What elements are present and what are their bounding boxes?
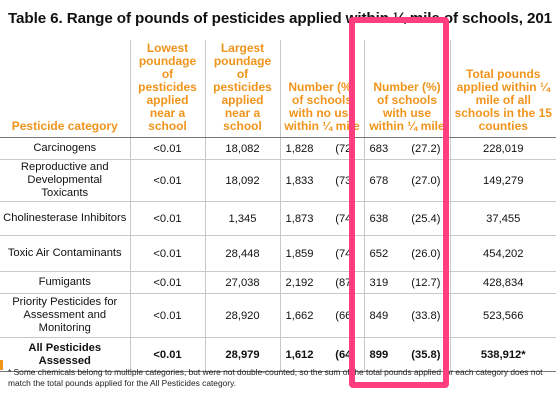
cell-total: 538,912* — [449, 337, 556, 372]
cell-category: Fumigants — [0, 271, 130, 294]
cell-with-use-percent: (33.8) — [411, 309, 441, 322]
cell-with-use-count: 319 — [369, 276, 389, 289]
cell-largest: 18,082 — [204, 137, 280, 160]
cell-no-use-count: 1,873 — [285, 212, 314, 225]
table-row: Cholinesterase Inhibitors <0.01 1,345 1,873… — [0, 201, 556, 236]
table-header: Pesticide category Lowest poundage of pe… — [0, 40, 556, 138]
cell-no-use-count: 2,192 — [285, 276, 314, 289]
cell-lowest: <0.01 — [129, 293, 205, 338]
cell-largest: 28,448 — [204, 235, 280, 272]
cell-no-use-count: 1,612 — [285, 348, 314, 361]
header-largest-poundage: Largest poundage of pesticides applied n… — [204, 40, 280, 138]
cell-no-use: 2,192 (87. — [279, 271, 364, 294]
cell-no-use: 1,859 (74. — [279, 235, 364, 272]
cell-with-use-percent: (27.2) — [411, 142, 441, 155]
cell-with-use: 319 (12.7) — [363, 271, 450, 294]
cell-no-use: 1,828 (72. — [279, 137, 364, 160]
cell-with-use-count: 678 — [369, 174, 389, 187]
table-row: Fumigants <0.01 27,038 2,192 (87. 319 (12.7) 42… — [0, 271, 556, 294]
footnote: * Some chemicals belong to multiple cate… — [8, 367, 543, 388]
cell-with-use-percent: (27.0) — [411, 174, 441, 187]
cell-largest: 1,345 — [204, 201, 280, 236]
table-row: Reproductive and Developmental Toxicants… — [0, 159, 556, 202]
cell-with-use: 683 (27.2) — [363, 137, 450, 160]
header-row: Pesticide category Lowest poundage of pe… — [0, 40, 556, 138]
cell-with-use-percent: (12.7) — [411, 276, 441, 289]
cell-no-use-count: 1,859 — [285, 247, 314, 260]
cell-lowest: <0.01 — [129, 201, 205, 236]
table-row: Priority Pesticides for Assessment and M… — [0, 293, 556, 338]
cell-total: 37,455 — [449, 201, 556, 236]
header-schools-no-use: Number (%) of schools with no use within… — [279, 40, 364, 138]
header-schools-with-use: Number (%) of schools with use within ¼ … — [363, 40, 450, 138]
cell-largest: 28,920 — [204, 293, 280, 338]
cell-lowest: <0.01 — [129, 271, 205, 294]
cell-with-use-count: 652 — [369, 247, 389, 260]
table-title: Table 6. Range of pounds of pesticides a… — [8, 10, 553, 27]
cell-no-use-count: 1,662 — [285, 309, 314, 322]
cell-no-use: 1,873 (74. — [279, 201, 364, 236]
cell-no-use-percent: (64. — [335, 348, 355, 361]
cell-no-use-percent: (87. — [335, 276, 355, 289]
cell-with-use-count: 849 — [369, 309, 389, 322]
cell-no-use: 1,662 (66. — [279, 293, 364, 338]
cell-with-use: 849 (33.8) — [363, 293, 450, 338]
cell-total: 149,279 — [449, 159, 556, 202]
cell-with-use: 652 (26.0) — [363, 235, 450, 272]
cell-largest: 28,979 — [204, 337, 280, 372]
cell-category: Reproductive and Developmental Toxicants — [0, 159, 130, 202]
header-pesticide-category: Pesticide category — [0, 40, 130, 138]
cell-no-use-count: 1,833 — [285, 174, 314, 187]
cell-no-use-percent: (74. — [335, 247, 355, 260]
cell-total: 454,202 — [449, 235, 556, 272]
cell-with-use: 678 (27.0) — [363, 159, 450, 202]
cell-no-use-percent: (74. — [335, 212, 355, 225]
cell-category: Cholinesterase Inhibitors — [0, 201, 130, 236]
cell-with-use-percent: (35.8) — [411, 348, 441, 361]
cell-with-use: 899 (35.8) — [363, 337, 450, 372]
cell-lowest: <0.01 — [129, 137, 205, 160]
cell-with-use-percent: (26.0) — [411, 247, 441, 260]
cell-category: Toxic Air Contaminants — [0, 235, 130, 272]
cell-with-use-count: 899 — [369, 348, 389, 361]
cell-lowest: <0.01 — [129, 235, 205, 272]
cell-no-use-percent: (73. — [335, 174, 355, 187]
pesticide-table-container: Pesticide category Lowest poundage of pe… — [0, 40, 556, 372]
header-lowest-poundage: Lowest poundage of pesticides applied ne… — [129, 40, 205, 138]
table-row: Carcinogens <0.01 18,082 1,828 (72. 683 (27.2)… — [0, 137, 556, 160]
cell-no-use: 1,833 (73. — [279, 159, 364, 202]
cell-largest: 18,092 — [204, 159, 280, 202]
cell-with-use-percent: (25.4) — [411, 212, 441, 225]
cell-no-use-count: 1,828 — [285, 142, 314, 155]
cell-with-use-count: 683 — [369, 142, 389, 155]
cell-no-use-percent: (72. — [335, 142, 355, 155]
cell-largest: 27,038 — [204, 271, 280, 294]
table-row: Toxic Air Contaminants <0.01 28,448 1,859 (7… — [0, 235, 556, 272]
cell-lowest: <0.01 — [129, 159, 205, 202]
cell-total: 428,834 — [449, 271, 556, 294]
cell-category: All Pesticides Assessed — [0, 337, 130, 372]
cell-with-use: 638 (25.4) — [363, 201, 450, 236]
cell-lowest: <0.01 — [129, 337, 205, 372]
cell-category: Carcinogens — [0, 137, 130, 160]
cell-with-use-count: 638 — [369, 212, 389, 225]
cell-category: Priority Pesticides for Assessment and M… — [0, 293, 130, 338]
table-row: All Pesticides Assessed <0.01 28,979 1,612 (… — [0, 337, 556, 372]
cell-total: 228,019 — [449, 137, 556, 160]
cell-no-use-percent: (66. — [335, 309, 355, 322]
header-total-pounds: Total pounds applied within ¼ mile of al… — [449, 40, 556, 138]
cell-total: 523,566 — [449, 293, 556, 338]
table-body: Carcinogens <0.01 18,082 1,828 (72. 683 (27.2)… — [0, 137, 556, 372]
pesticide-table: Pesticide category Lowest poundage of pe… — [0, 40, 556, 372]
